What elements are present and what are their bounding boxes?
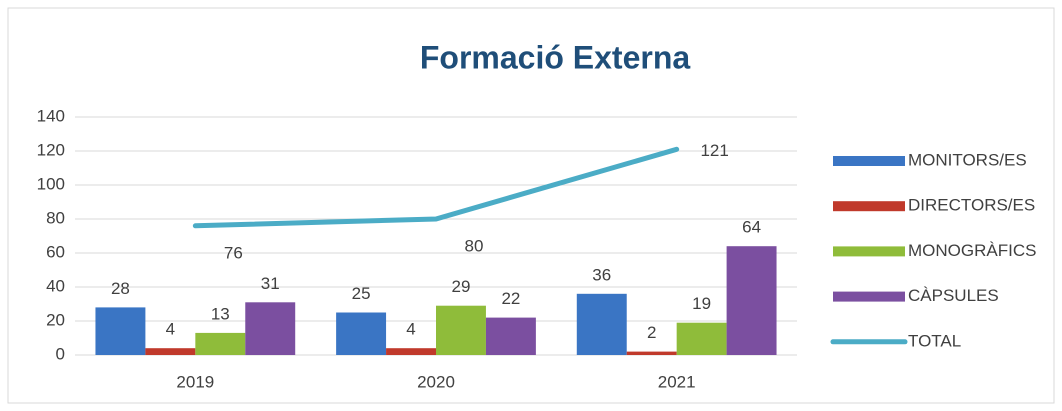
y-tick-label: 0 (56, 344, 65, 363)
data-label: 64 (742, 218, 761, 237)
legend-swatch (833, 156, 905, 166)
data-label: 80 (465, 236, 484, 255)
x-tick-label: 2021 (658, 372, 696, 391)
legend-label: DIRECTORS/ES (908, 196, 1035, 215)
x-tick-label: 2020 (417, 372, 455, 391)
x-tick-label: 2019 (176, 372, 214, 391)
bar (145, 348, 196, 355)
legend-label: CÀPSULES (908, 286, 999, 305)
data-label: 22 (501, 289, 520, 308)
bar (436, 305, 486, 355)
y-tick-label: 80 (46, 208, 65, 227)
bar (485, 317, 536, 355)
legend-swatch (833, 291, 905, 302)
y-tick-label: 140 (37, 106, 65, 125)
legend-label: MONITORS/ES (908, 150, 1027, 169)
legend-label: TOTAL (908, 331, 961, 350)
y-tick-label: 60 (46, 242, 65, 261)
data-label: 19 (692, 294, 711, 313)
bar (336, 312, 387, 355)
line (192, 146, 680, 229)
data-label: 25 (352, 284, 371, 303)
legend-label: MONOGRÀFICS (908, 241, 1036, 260)
data-label: 13 (211, 304, 230, 323)
legend-swatch (833, 201, 905, 212)
bar (245, 302, 296, 355)
y-tick-label: 20 (46, 310, 65, 329)
bar (95, 307, 146, 355)
y-tick-label: 100 (37, 174, 65, 193)
bar (726, 246, 777, 355)
bar (576, 293, 627, 355)
data-label: 28 (111, 279, 130, 298)
legend-swatch (833, 246, 905, 257)
y-tick-label: 40 (46, 276, 65, 295)
data-label: 121 (700, 141, 728, 160)
data-label: 4 (166, 320, 175, 339)
data-label: 4 (406, 320, 415, 339)
data-label: 76 (224, 243, 243, 262)
data-label: 36 (592, 265, 611, 284)
data-label: 29 (452, 277, 471, 296)
bar (626, 351, 677, 355)
bar (195, 332, 246, 355)
bar (386, 348, 436, 355)
chart-title: Formació Externa (420, 39, 691, 75)
bar (676, 322, 727, 355)
y-tick-label: 120 (37, 140, 65, 159)
data-label: 2 (647, 323, 656, 342)
data-label: 31 (261, 274, 280, 293)
